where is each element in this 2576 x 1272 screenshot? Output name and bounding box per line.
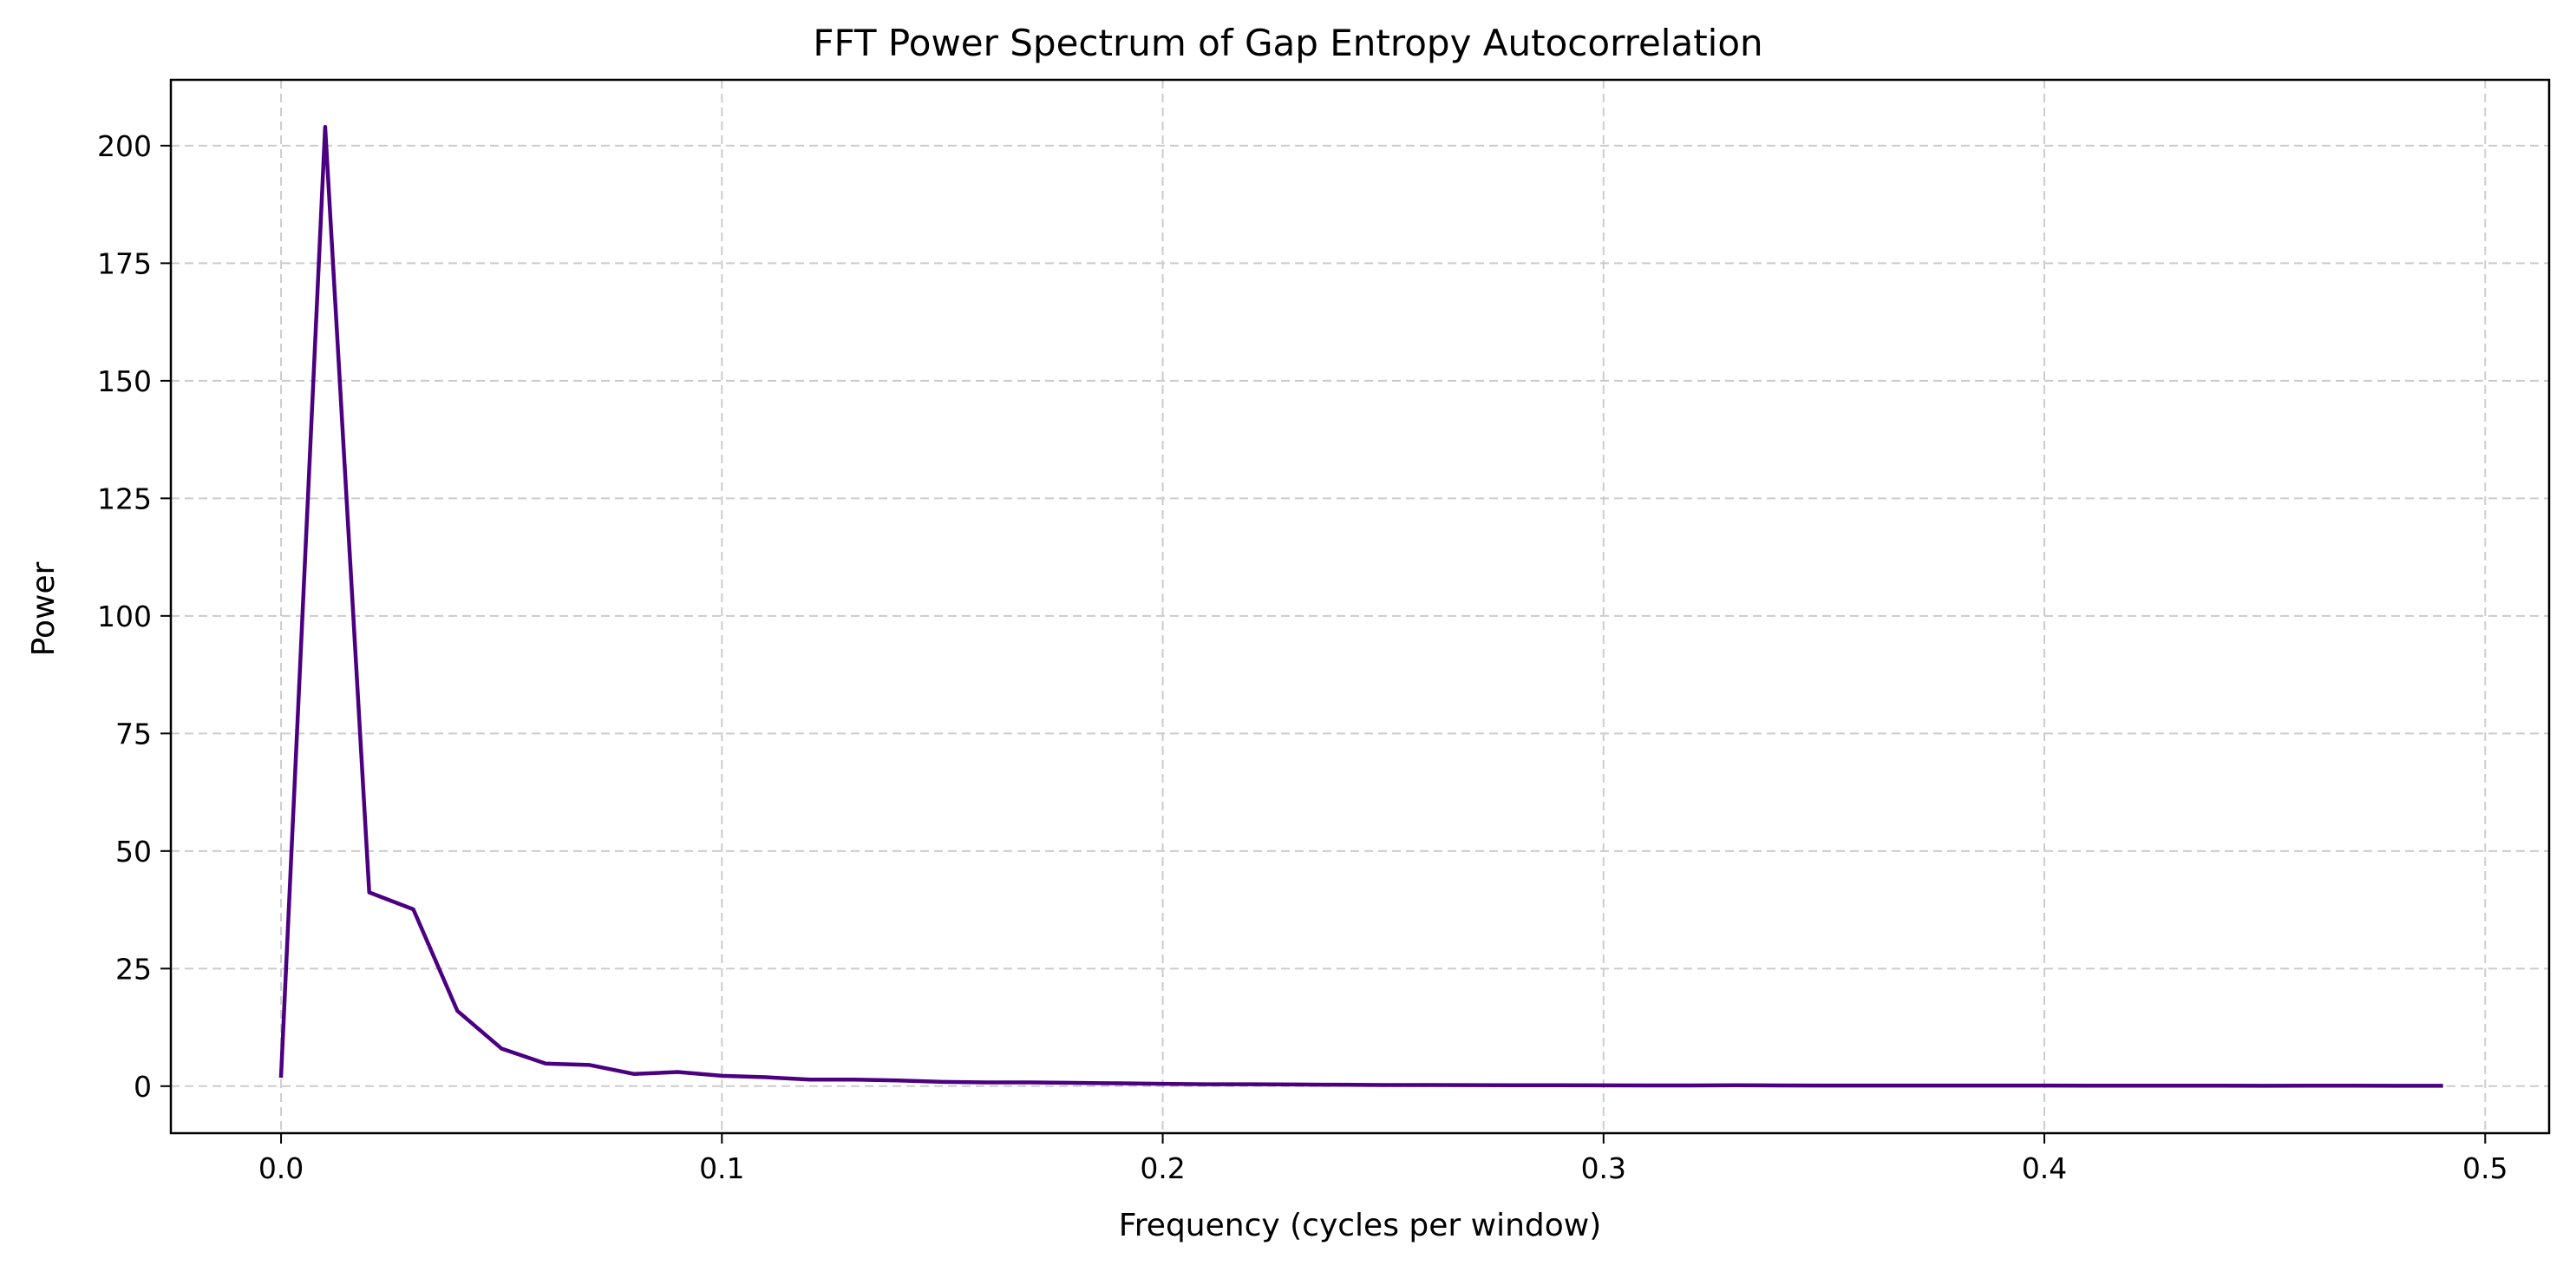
x-tick-label: 0.2 (1140, 1151, 1185, 1185)
x-tick-label: 0.5 (2462, 1151, 2507, 1185)
x-tick-label: 0.1 (699, 1151, 744, 1185)
y-tick-label: 150 (97, 364, 152, 398)
y-tick-label: 125 (97, 482, 152, 515)
y-tick-label: 175 (97, 246, 152, 280)
x-tick-label: 0.3 (1581, 1151, 1626, 1185)
y-tick-label: 200 (97, 129, 152, 163)
series-line-power (278, 124, 2443, 1088)
y-axis-label: Power (26, 561, 62, 656)
y-tick-label: 100 (97, 600, 152, 633)
chart-title: FFT Power Spectrum of Gap Entropy Autoco… (813, 22, 1762, 64)
plot-area-frame (169, 78, 2551, 1135)
tick-layer: 0.0 0.1 0.2 0.3 0.4 0.5 0 25 50 75 100 125 150 175 200 (97, 129, 2508, 1185)
x-axis-label: Frequency (cycles per window) (1119, 1208, 1602, 1243)
x-tick-label: 0.4 (2022, 1151, 2067, 1185)
x-tick-label: 0.0 (258, 1151, 304, 1185)
y-tick-label: 75 (115, 717, 152, 751)
y-tick-label: 25 (115, 952, 152, 986)
y-tick-label: 0 (134, 1070, 152, 1104)
series-layer (278, 124, 2443, 1088)
grid-layer (171, 80, 2549, 1133)
y-tick-label: 50 (115, 835, 152, 869)
